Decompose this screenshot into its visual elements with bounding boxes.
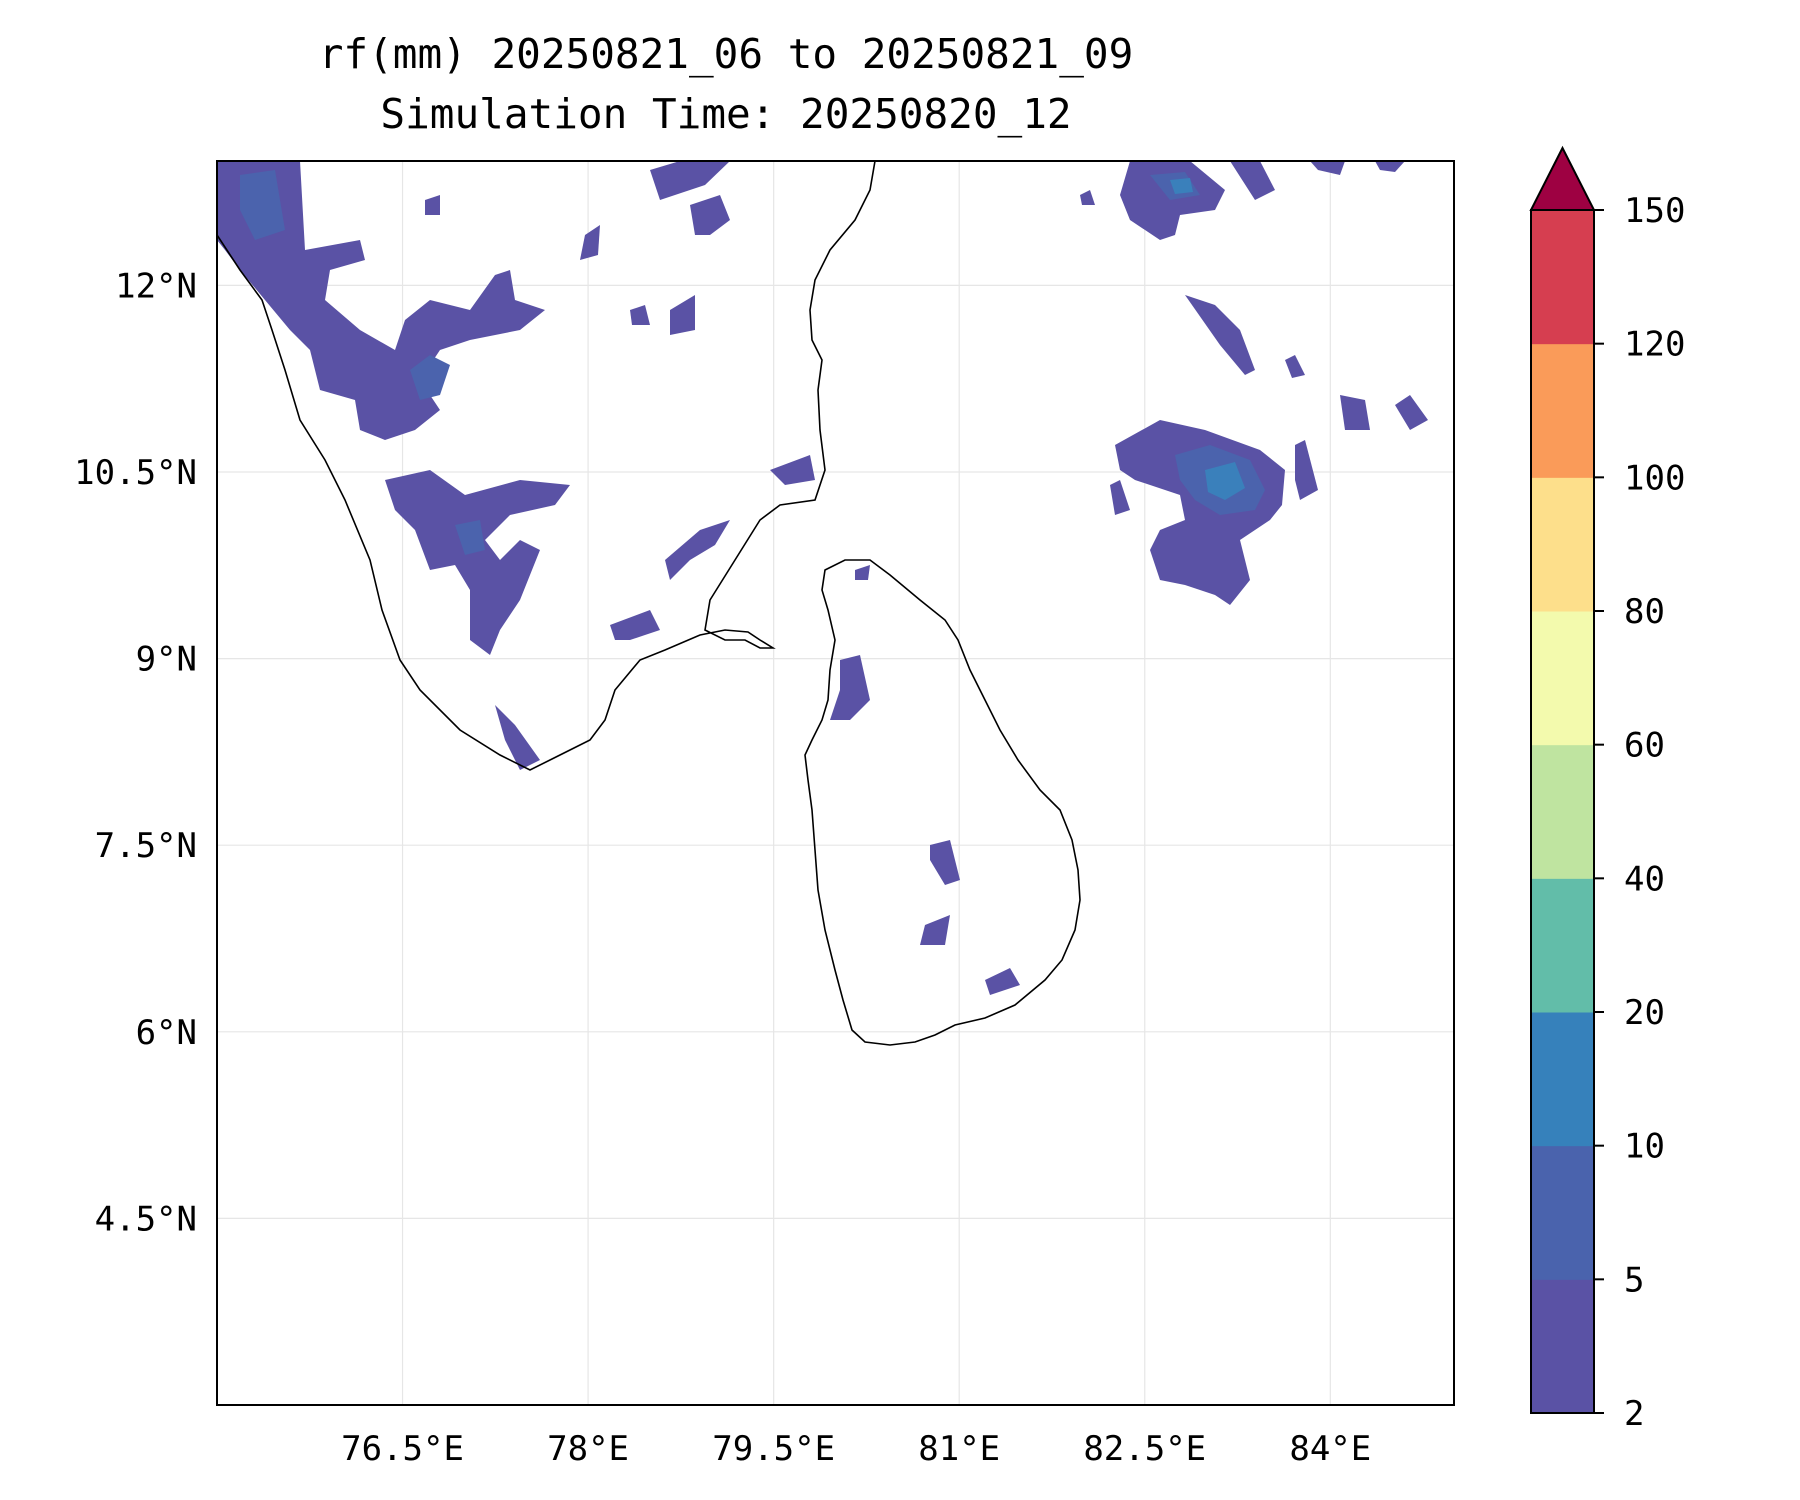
lon-tick-label: 76.5°E [341, 1429, 464, 1469]
india-coastline [217, 161, 876, 771]
lat-tick-label: 6°N [136, 1013, 197, 1053]
lon-tick-label: 81°E [918, 1429, 1000, 1469]
rain-patch [1080, 190, 1095, 205]
lat-tick-label: 10.5°N [74, 453, 197, 493]
map-title: rf(mm) 20250821_06 to 20250821_09 [318, 30, 1134, 78]
rain-patch [1230, 161, 1275, 200]
colorbar-tick-label: 40 [1624, 859, 1665, 899]
rain-patch [1110, 480, 1130, 515]
lon-tick-label: 79.5°E [712, 1429, 835, 1469]
colorbar: 2 5 10 20 40 60 80 100 120 150 [1529, 145, 1685, 1434]
rain-patch [670, 295, 695, 335]
lon-tick-label: 78°E [547, 1429, 629, 1469]
colorbar-band [1531, 878, 1594, 1013]
lat-tick-label: 4.5°N [95, 1199, 197, 1239]
lat-tick-label: 7.5°N [95, 826, 197, 866]
sri-lanka-coastline [804, 559, 1081, 1046]
colorbar-band [1531, 1012, 1594, 1147]
rain-patch [610, 610, 660, 640]
rain-patch [830, 655, 870, 720]
lat-tick-label: 9°N [136, 640, 197, 680]
rain-patch [1185, 295, 1255, 375]
rain-patch [1120, 161, 1225, 240]
lon-tick-label: 84°E [1289, 1429, 1371, 1469]
rain-patch [425, 195, 440, 215]
colorbar-frame [1530, 209, 1595, 1414]
rain-patch [930, 840, 960, 885]
coastline [217, 161, 1081, 1046]
rain-patch [770, 455, 815, 485]
rain-patch [630, 305, 650, 325]
rain-patch [1295, 440, 1318, 500]
rain-patch [1340, 395, 1370, 430]
colorbar-band [1531, 477, 1594, 612]
map-frame [216, 160, 1455, 1406]
colorbar-band [1531, 744, 1594, 879]
rain-patch [650, 161, 730, 200]
rain-patch [985, 968, 1020, 995]
rain-patch [1285, 355, 1305, 378]
colorbar-extend-arrow [1529, 145, 1596, 211]
colorbar-tick-label: 2 [1624, 1394, 1644, 1434]
rain-patch [240, 170, 285, 240]
rain-patch [690, 195, 730, 235]
rain-patch [385, 470, 570, 655]
rain-patch [495, 705, 540, 770]
colorbar-tick-label: 10 [1624, 1127, 1665, 1167]
rain-patch [665, 520, 730, 580]
rain-patch [1310, 161, 1345, 175]
longitude-tick-labels: 76.5°E 78°E 79.5°E 81°E 82.5°E 84°E [341, 1429, 1371, 1469]
rain-patch [455, 520, 485, 555]
colorbar-band [1531, 611, 1594, 746]
lat-tick-label: 12°N [115, 266, 197, 306]
rain-patch [920, 915, 950, 945]
colorbar-tick-label: 5 [1624, 1260, 1644, 1300]
colorbar-band [1531, 1145, 1594, 1280]
rain-patch [1115, 420, 1285, 605]
colorbar-tick-label: 150 [1624, 191, 1685, 231]
colorbar-tick-label: 100 [1624, 458, 1685, 498]
gridlines [217, 161, 1454, 1405]
colorbar-tick-label: 120 [1624, 325, 1685, 365]
rain-patch [1205, 462, 1245, 500]
rain-patch [217, 161, 545, 440]
colorbar-tick-label: 80 [1624, 592, 1665, 632]
colorbar-tick-label: 20 [1624, 993, 1665, 1033]
colorbar-band [1531, 1279, 1594, 1414]
rain-patch [410, 355, 450, 400]
rain-patch [580, 225, 600, 260]
colorbar-tick-label: 60 [1624, 726, 1665, 766]
rain-patch [855, 565, 870, 580]
colorbar-band [1531, 210, 1594, 345]
rain-patch [1395, 395, 1428, 430]
rainfall-contours [217, 161, 1428, 995]
map-subtitle: Simulation Time: 20250820_12 [380, 90, 1072, 138]
rain-patch [1170, 178, 1193, 194]
colorbar-band [1531, 343, 1594, 478]
lon-tick-label: 82.5°E [1083, 1429, 1206, 1469]
latitude-tick-labels: 12°N 10.5°N 9°N 7.5°N 6°N 4.5°N [74, 266, 197, 1239]
rain-patch [1375, 161, 1405, 172]
